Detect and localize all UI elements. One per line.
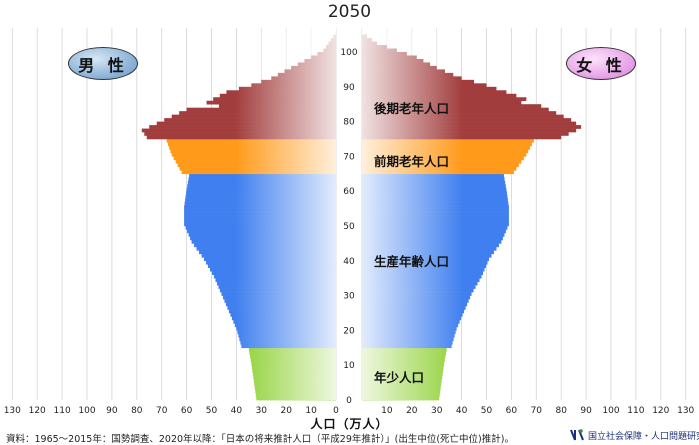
band-label-working: 生産年齢人口 (374, 254, 450, 269)
age-tick-label: 0 (346, 396, 352, 406)
institute-logo-icon (570, 429, 584, 441)
age-tick-label: 50 (343, 222, 355, 232)
band-label-young: 年少人口 (374, 370, 425, 385)
x-tick-label: 70 (531, 406, 543, 416)
female-highlight (362, 28, 587, 400)
x-tick-labels: 130 120 110 100 90 80 70 60 50 40 30 20 10 0 10 20 30 40 5… (4, 406, 695, 416)
x-tick-label: 110 (54, 406, 71, 416)
x-axis-label: 人口（万人） (310, 417, 389, 431)
x-tick-label: 50 (206, 406, 218, 416)
source-note: 資料：1965～2015年：国勢調査、2020年以降：「日本の将来推計人口（平成… (6, 434, 514, 445)
x-tick-label: 130 (677, 406, 694, 416)
x-tick-label: 130 (4, 406, 21, 416)
x-tick-label: 100 (78, 406, 95, 416)
band-label-elderly-early: 前期老年人口 (374, 154, 450, 169)
x-tick-label: 100 (602, 406, 619, 416)
x-tick-label: 40 (231, 406, 243, 416)
x-tick-label: 80 (131, 406, 143, 416)
x-tick-label: 20 (280, 406, 292, 416)
age-tick-label: 60 (343, 187, 355, 197)
age-tick-label: 90 (343, 83, 355, 93)
female-label: 女 性 (566, 47, 636, 80)
x-tick-label: 90 (580, 406, 592, 416)
male-label: 男 性 (68, 47, 138, 80)
x-tick-label: 110 (627, 406, 644, 416)
male-highlight (111, 28, 337, 400)
age-tick-label: 40 (343, 257, 355, 267)
age-tick-label: 20 (343, 326, 355, 336)
x-tick-label: 20 (406, 406, 418, 416)
x-tick-label: 30 (431, 406, 443, 416)
x-tick-label: 30 (256, 406, 268, 416)
x-tick-label: 70 (156, 406, 168, 416)
age-tick-label: 10 (343, 361, 355, 371)
x-tick-label: 80 (555, 406, 567, 416)
x-tick-label: 0 (333, 406, 339, 416)
institute-name: 国立社会保障・人口問題研究所 (588, 431, 699, 442)
age-tick-label: 80 (343, 118, 355, 128)
x-tick-label: 10 (381, 406, 393, 416)
age-tick-label: 100 (340, 48, 357, 58)
x-tick-label: 60 (506, 406, 518, 416)
age-tick-label: 70 (343, 152, 355, 162)
x-tick-label: 120 (29, 406, 46, 416)
x-tick-label: 50 (481, 406, 493, 416)
chart-overlays (111, 28, 587, 400)
age-tick-labels: 0 10 20 30 40 50 60 70 80 90 100 (340, 48, 357, 406)
chart-title: 2050 (327, 2, 372, 22)
institute-logo: 国立社会保障・人口問題研究所 (569, 428, 699, 442)
band-label-elderly-late: 後期老年人口 (374, 101, 450, 116)
age-tick-label: 30 (343, 292, 355, 302)
x-tick-label: 10 (305, 406, 317, 416)
x-tick-label: 60 (181, 406, 193, 416)
x-tick-label: 90 (106, 406, 118, 416)
x-tick-label: 120 (652, 406, 669, 416)
x-tick-label: 40 (456, 406, 468, 416)
